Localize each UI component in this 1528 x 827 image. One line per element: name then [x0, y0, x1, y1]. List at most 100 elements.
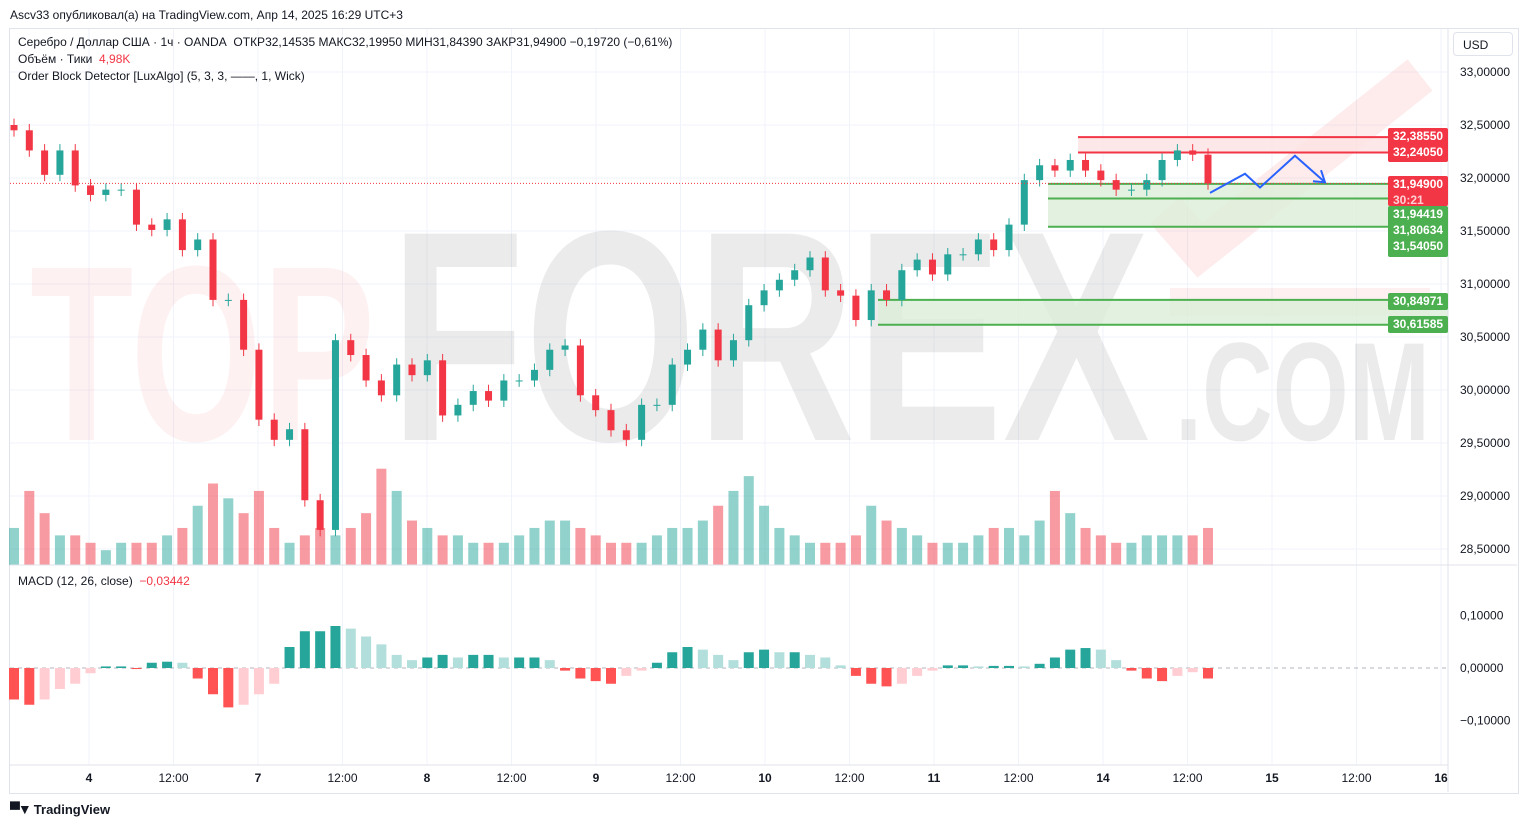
volume-bar — [437, 535, 448, 565]
macd-bar — [789, 652, 800, 668]
candle — [974, 239, 982, 255]
volume-bar — [330, 535, 341, 565]
macd-bar — [1034, 663, 1045, 668]
volume-bar — [391, 490, 402, 565]
time-tick-label: 12:00 — [834, 771, 864, 785]
volume-bar — [162, 535, 173, 565]
volume-bar — [70, 535, 81, 565]
macd-bar — [850, 668, 861, 676]
macd-bar — [759, 649, 770, 668]
candle — [347, 340, 355, 356]
candle — [1082, 159, 1090, 171]
bearish-ob-label: 32,24050 — [1393, 145, 1443, 159]
macd-bar — [85, 668, 96, 674]
time-tick-label: 16 — [1434, 771, 1448, 785]
macd-bar — [330, 626, 341, 668]
candle — [25, 130, 33, 151]
time-tick-label: 15 — [1265, 771, 1279, 785]
price-tick-label: 33,00000 — [1460, 65, 1510, 79]
macd-bar — [437, 654, 448, 668]
volume-bar — [697, 520, 708, 565]
macd-bar — [590, 668, 601, 682]
volume-bar — [1095, 535, 1106, 565]
symbol-name: Серебро / Доллар США · 1ч · OANDA — [18, 35, 227, 49]
candle — [791, 270, 799, 280]
time-tick-label: 9 — [593, 771, 600, 785]
volume-bar — [713, 505, 724, 565]
symbol-legend[interactable]: Серебро / Доллар США · 1ч · OANDA ОТКР32… — [18, 35, 672, 49]
time-tick-label: 14 — [1096, 771, 1110, 785]
macd-bar — [866, 668, 877, 684]
time-tick-label: 7 — [255, 771, 262, 785]
watermark-com: .COM — [1175, 313, 1430, 470]
candle — [1189, 150, 1197, 155]
candle — [10, 125, 18, 131]
price-tick-label: 31,50000 — [1460, 224, 1510, 238]
macd-bar — [1095, 649, 1106, 668]
macd-bar — [743, 652, 754, 668]
candle — [837, 290, 845, 296]
candle — [194, 239, 202, 251]
currency-button[interactable]: USD — [1453, 32, 1513, 56]
volume-legend[interactable]: Объём · Тики 4,98K — [18, 52, 130, 66]
macd-bar — [682, 647, 693, 668]
volume-bar — [1141, 535, 1152, 565]
volume-bar — [973, 535, 984, 565]
volume-bar — [407, 520, 417, 565]
candle — [684, 349, 692, 365]
candle — [546, 349, 554, 370]
tradingview-logo[interactable]: ▀▼ TradingView — [10, 801, 110, 817]
bearish-ob-label: 32,38550 — [1393, 129, 1443, 143]
volume-bar — [131, 542, 142, 565]
projection-arrow-icon — [1312, 169, 1327, 184]
volume-bar — [575, 527, 586, 565]
candle — [867, 290, 875, 321]
volume-bar — [1187, 535, 1198, 565]
macd-bar — [896, 668, 907, 684]
macd-bar — [39, 668, 50, 700]
bullish-ob-label: 31,54050 — [1393, 239, 1443, 253]
macd-bar — [498, 657, 509, 668]
macd-legend[interactable]: MACD (12, 26, close) −0,03442 — [18, 574, 190, 588]
volume-bar — [253, 490, 264, 565]
volume-bar — [299, 535, 310, 565]
macd-bar — [54, 668, 65, 689]
candle — [1066, 159, 1074, 171]
watermark-top: TOP — [30, 214, 375, 493]
volume-bar — [24, 490, 35, 565]
candle — [928, 259, 936, 275]
volume-bar — [759, 505, 770, 565]
volume-bar — [192, 505, 203, 565]
macd-tick-label: 0,00000 — [1460, 661, 1504, 675]
macd-bar — [192, 668, 203, 679]
candle — [944, 254, 952, 275]
candle — [423, 360, 431, 376]
volume-bar — [560, 520, 571, 565]
volume-bar — [743, 476, 754, 565]
macd-bar — [713, 654, 724, 668]
candle — [913, 259, 921, 271]
candle — [469, 391, 477, 405]
volume-bar — [223, 498, 234, 565]
candle — [775, 279, 783, 291]
candle — [377, 380, 385, 396]
macd-bar — [621, 668, 632, 676]
macd-bar — [269, 668, 280, 684]
indicator-legend[interactable]: Order Block Detector [LuxAlgo] (5, 3, 3,… — [18, 69, 305, 83]
volume-bar — [636, 542, 647, 565]
macd-bar — [315, 631, 326, 668]
macd-bar — [1157, 668, 1168, 682]
volume-bar — [850, 535, 861, 565]
bullish-ob2-bottom-label: 30,61585 — [1393, 317, 1443, 331]
macd-bar — [912, 668, 923, 676]
macd-bar — [820, 657, 831, 668]
volume-bar — [529, 527, 540, 565]
volume-bar — [116, 542, 127, 565]
candle — [393, 364, 401, 396]
macd-bar — [24, 668, 35, 705]
macd-bar — [606, 668, 616, 684]
candle — [255, 349, 263, 420]
macd-bar — [1111, 660, 1122, 668]
macd-bar — [697, 649, 708, 668]
